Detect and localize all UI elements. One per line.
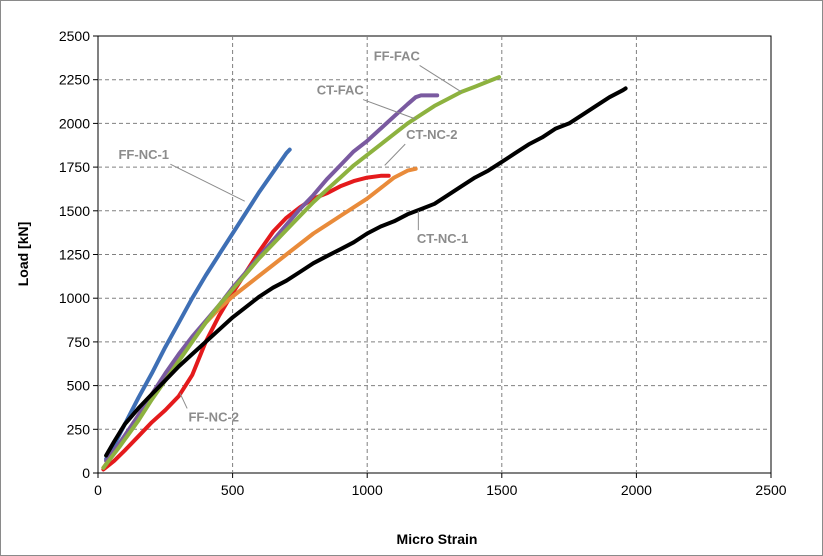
series-label-ct-nc-1: CT-NC-1	[417, 231, 468, 246]
series-label-ct-nc-2: CT-NC-2	[406, 127, 457, 142]
leader-line-ct-nc-2	[384, 143, 406, 166]
leader-line-ff-fac	[419, 65, 462, 93]
y-tick-label: 2250	[59, 72, 90, 88]
y-tick-label: 1750	[59, 159, 90, 175]
series-label-ff-nc-1: FF-NC-1	[118, 147, 169, 162]
leader-line-ff-nc-2	[179, 393, 188, 409]
series-line-ff-fac	[101, 75, 502, 470]
x-tick-label: 0	[94, 482, 102, 498]
y-tick-label: 750	[67, 334, 91, 350]
x-tick-label: 500	[221, 482, 245, 498]
y-tick-label: 2000	[59, 115, 90, 131]
y-tick-label: 1000	[59, 290, 90, 306]
series-line-ct-nc-1	[104, 86, 628, 458]
series-label-ff-fac: FF-FAC	[374, 48, 421, 63]
x-tick-label: 2000	[621, 482, 652, 498]
x-tick-label: 1500	[486, 482, 517, 498]
x-tick-label: 2500	[755, 482, 786, 498]
series-label-ff-nc-2: FF-NC-2	[188, 409, 239, 424]
annotations: FF-NC-1 CT-FAC FF-FAC CT-NC-2 CT-NC-1 FF-NC-2	[118, 48, 468, 424]
y-tick-label: 1500	[59, 203, 90, 219]
y-axis-title: Load [kN]	[15, 222, 31, 287]
grid	[98, 36, 771, 473]
y-tick-label: 250	[67, 421, 91, 437]
leader-line-ff-nc-1	[170, 163, 245, 202]
y-tick-label: 2500	[59, 28, 90, 44]
y-tick-label: 1250	[59, 247, 90, 263]
x-axis-title: Micro Strain	[397, 531, 478, 547]
y-tick-label: 0	[82, 465, 90, 481]
axis-ticks: 0 500 1000 1500 2000 2500 0 250 500 750 1000 1250 15…	[59, 28, 787, 498]
series-label-ct-fac: CT-FAC	[317, 83, 365, 98]
series-group	[101, 75, 628, 472]
series-line-ff-nc-1	[104, 147, 292, 461]
leader-line-ct-fac	[362, 99, 416, 120]
x-tick-label: 1000	[352, 482, 383, 498]
y-tick-label: 500	[67, 378, 91, 394]
series-line-ct-fac	[104, 93, 440, 463]
